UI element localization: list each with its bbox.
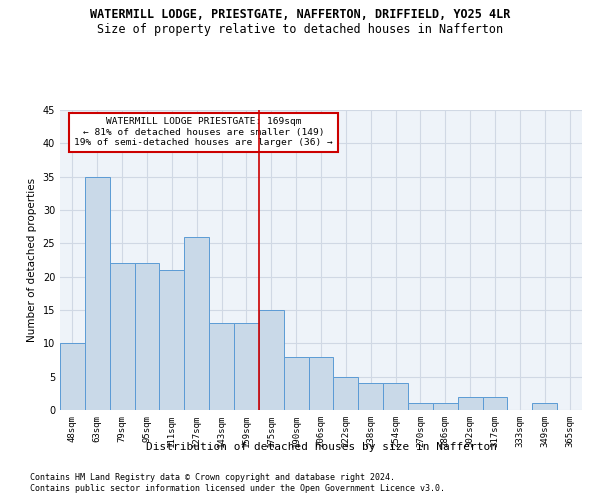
Bar xyxy=(85,176,110,410)
Text: Size of property relative to detached houses in Nafferton: Size of property relative to detached ho… xyxy=(97,22,503,36)
Text: Distribution of detached houses by size in Nafferton: Distribution of detached houses by size … xyxy=(146,442,497,452)
Bar xyxy=(60,344,85,410)
Bar xyxy=(383,384,408,410)
Bar xyxy=(308,356,334,410)
Bar xyxy=(110,264,134,410)
Y-axis label: Number of detached properties: Number of detached properties xyxy=(27,178,37,342)
Bar xyxy=(134,264,160,410)
Bar xyxy=(284,356,308,410)
Bar xyxy=(259,310,284,410)
Bar xyxy=(532,404,557,410)
Text: WATERMILL LODGE, PRIESTGATE, NAFFERTON, DRIFFIELD, YO25 4LR: WATERMILL LODGE, PRIESTGATE, NAFFERTON, … xyxy=(90,8,510,20)
Bar xyxy=(433,404,458,410)
Bar xyxy=(234,324,259,410)
Bar xyxy=(334,376,358,410)
Bar xyxy=(408,404,433,410)
Text: WATERMILL LODGE PRIESTGATE: 169sqm
← 81% of detached houses are smaller (149)
19: WATERMILL LODGE PRIESTGATE: 169sqm ← 81%… xyxy=(74,118,333,148)
Text: Contains public sector information licensed under the Open Government Licence v3: Contains public sector information licen… xyxy=(30,484,445,493)
Bar xyxy=(358,384,383,410)
Bar xyxy=(482,396,508,410)
Text: Contains HM Land Registry data © Crown copyright and database right 2024.: Contains HM Land Registry data © Crown c… xyxy=(30,472,395,482)
Bar xyxy=(184,236,209,410)
Bar xyxy=(458,396,482,410)
Bar xyxy=(160,270,184,410)
Bar xyxy=(209,324,234,410)
